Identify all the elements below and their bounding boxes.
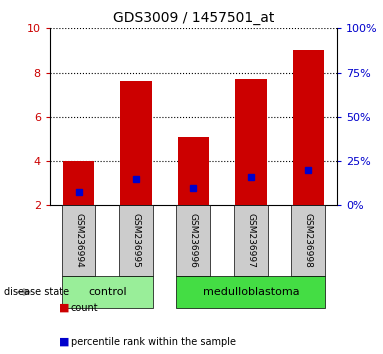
Bar	[177, 276, 325, 308]
Text: medulloblastoma: medulloblastoma	[203, 287, 299, 297]
Text: GSM236998: GSM236998	[304, 213, 313, 268]
Bar	[120, 81, 152, 205]
Bar	[234, 205, 268, 276]
Text: ■: ■	[59, 337, 70, 347]
Text: count: count	[71, 303, 98, 313]
Bar	[63, 161, 94, 205]
Bar	[62, 276, 153, 308]
Text: GSM236996: GSM236996	[189, 213, 198, 268]
Text: control: control	[88, 287, 126, 297]
Title: GDS3009 / 1457501_at: GDS3009 / 1457501_at	[113, 11, 274, 24]
Text: disease state: disease state	[4, 287, 69, 297]
Bar	[291, 205, 325, 276]
Bar	[62, 205, 95, 276]
Bar	[235, 79, 267, 205]
Bar	[178, 137, 209, 205]
Text: percentile rank within the sample: percentile rank within the sample	[71, 337, 236, 347]
Text: GSM236995: GSM236995	[131, 213, 141, 268]
Text: GSM236994: GSM236994	[74, 213, 83, 268]
Bar	[293, 51, 324, 205]
Bar	[119, 205, 153, 276]
Text: ■: ■	[59, 303, 70, 313]
Bar	[177, 205, 210, 276]
Text: GSM236997: GSM236997	[246, 213, 255, 268]
